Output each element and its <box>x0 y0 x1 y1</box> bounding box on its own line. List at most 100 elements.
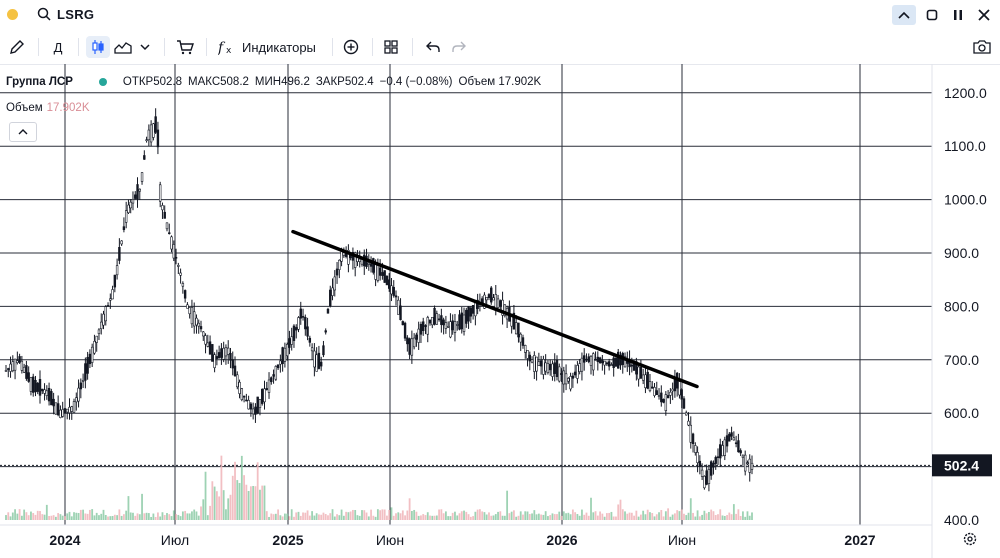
volume-bar <box>295 512 298 520</box>
candle-body <box>335 268 339 276</box>
candle-body <box>431 317 434 326</box>
volume-bar <box>324 514 327 520</box>
candle-body <box>388 279 391 289</box>
chevron-up-icon <box>18 129 28 135</box>
volume-bar <box>422 514 425 520</box>
candle-body <box>213 354 216 369</box>
volume-bar <box>497 511 499 520</box>
volume-bar <box>252 485 255 520</box>
volume-bar <box>281 516 284 520</box>
volume-bar <box>320 514 323 520</box>
redo-button[interactable] <box>448 36 470 58</box>
candle-body <box>233 365 237 377</box>
volume-bar <box>14 509 16 520</box>
volume-bar <box>175 514 177 520</box>
volume-bar <box>728 512 731 520</box>
candle-body <box>460 312 463 330</box>
interval-button[interactable]: Д <box>48 36 68 58</box>
candle-body <box>25 365 28 379</box>
undo-button[interactable] <box>422 36 444 58</box>
candle-body <box>424 325 427 327</box>
layout-button[interactable] <box>380 36 402 58</box>
candle-body <box>539 360 543 367</box>
candle-body <box>471 305 475 314</box>
trading-button[interactable] <box>174 36 196 58</box>
volume-bar <box>721 515 724 520</box>
draw-tool-button[interactable] <box>6 36 28 58</box>
candle-body <box>179 272 182 276</box>
candle-body <box>419 323 423 335</box>
candle-body <box>714 457 717 464</box>
volume-bar <box>397 512 400 520</box>
candle-body <box>662 399 665 403</box>
volume-bar <box>410 510 413 520</box>
volume-bar <box>50 515 53 520</box>
candle-body <box>734 442 738 445</box>
volume-bar <box>100 513 103 520</box>
instrument-name[interactable]: Группа ЛСР <box>6 76 73 88</box>
candle-body <box>127 204 130 214</box>
volume-bar <box>651 513 654 520</box>
area-chart-type-button[interactable] <box>112 36 134 58</box>
chart-type-dropdown[interactable] <box>136 36 154 58</box>
candles-chart-type-button[interactable] <box>86 36 110 58</box>
candle-body <box>95 335 98 343</box>
volume-bar <box>594 511 597 520</box>
screenshot-button[interactable] <box>970 36 994 58</box>
candle-body <box>220 348 223 358</box>
collapse-legend-button[interactable] <box>9 122 37 142</box>
price-chart[interactable]: 400.0500.0600.0700.0800.0900.01000.01100… <box>0 64 1000 558</box>
candle-body <box>673 378 677 392</box>
volume-bar <box>222 490 225 520</box>
window-restore-button[interactable] <box>922 5 942 25</box>
candle-body <box>603 360 606 366</box>
candle-body <box>503 304 507 316</box>
candle-body <box>90 346 94 363</box>
chevron-up-icon <box>898 11 910 19</box>
indicators-label: Индикаторы <box>242 39 316 55</box>
settings-gear-icon[interactable] <box>962 531 978 547</box>
candle-body <box>43 389 46 394</box>
volume-bar <box>499 511 502 520</box>
volume-bar <box>23 509 26 520</box>
collapse-toolbar-button[interactable] <box>892 5 916 25</box>
volume-bar <box>16 513 19 520</box>
candle-body <box>607 361 611 367</box>
volume-bar <box>689 498 692 520</box>
volume-bar <box>735 513 738 520</box>
candle-body <box>458 314 461 330</box>
pause-button[interactable] <box>948 5 968 25</box>
volume-bar <box>231 475 234 520</box>
candle-body <box>299 308 302 319</box>
candle-body <box>499 300 502 307</box>
candle-body <box>261 388 264 404</box>
volume-bar <box>522 514 524 520</box>
candle-body <box>172 244 175 259</box>
camera-icon <box>973 40 991 54</box>
volume-bar <box>674 513 676 520</box>
search-icon[interactable] <box>37 7 51 21</box>
candle-body <box>548 363 552 371</box>
close-button[interactable] <box>974 5 994 25</box>
candle-body <box>285 344 289 357</box>
volume-bar <box>469 516 472 520</box>
symbol-ticker[interactable]: LSRG <box>57 7 95 22</box>
volume-bar <box>624 511 626 520</box>
volume-bar <box>54 516 57 520</box>
volume-bar <box>719 509 722 520</box>
volume-bar <box>107 516 109 520</box>
volume-bar <box>669 516 672 520</box>
volume-bar <box>236 480 239 520</box>
volume-bar <box>540 514 543 520</box>
candle-body <box>131 199 135 204</box>
candle-body <box>324 330 327 333</box>
volume-bar <box>646 509 649 520</box>
candle-body <box>716 456 720 458</box>
candle-body <box>29 377 33 392</box>
chart-pane[interactable]: 400.0500.0600.0700.0800.0900.01000.01100… <box>0 64 1000 558</box>
compare-button[interactable] <box>340 36 362 58</box>
volume-bar <box>59 514 62 520</box>
candle-body <box>514 322 518 335</box>
volume-bar <box>329 513 332 520</box>
